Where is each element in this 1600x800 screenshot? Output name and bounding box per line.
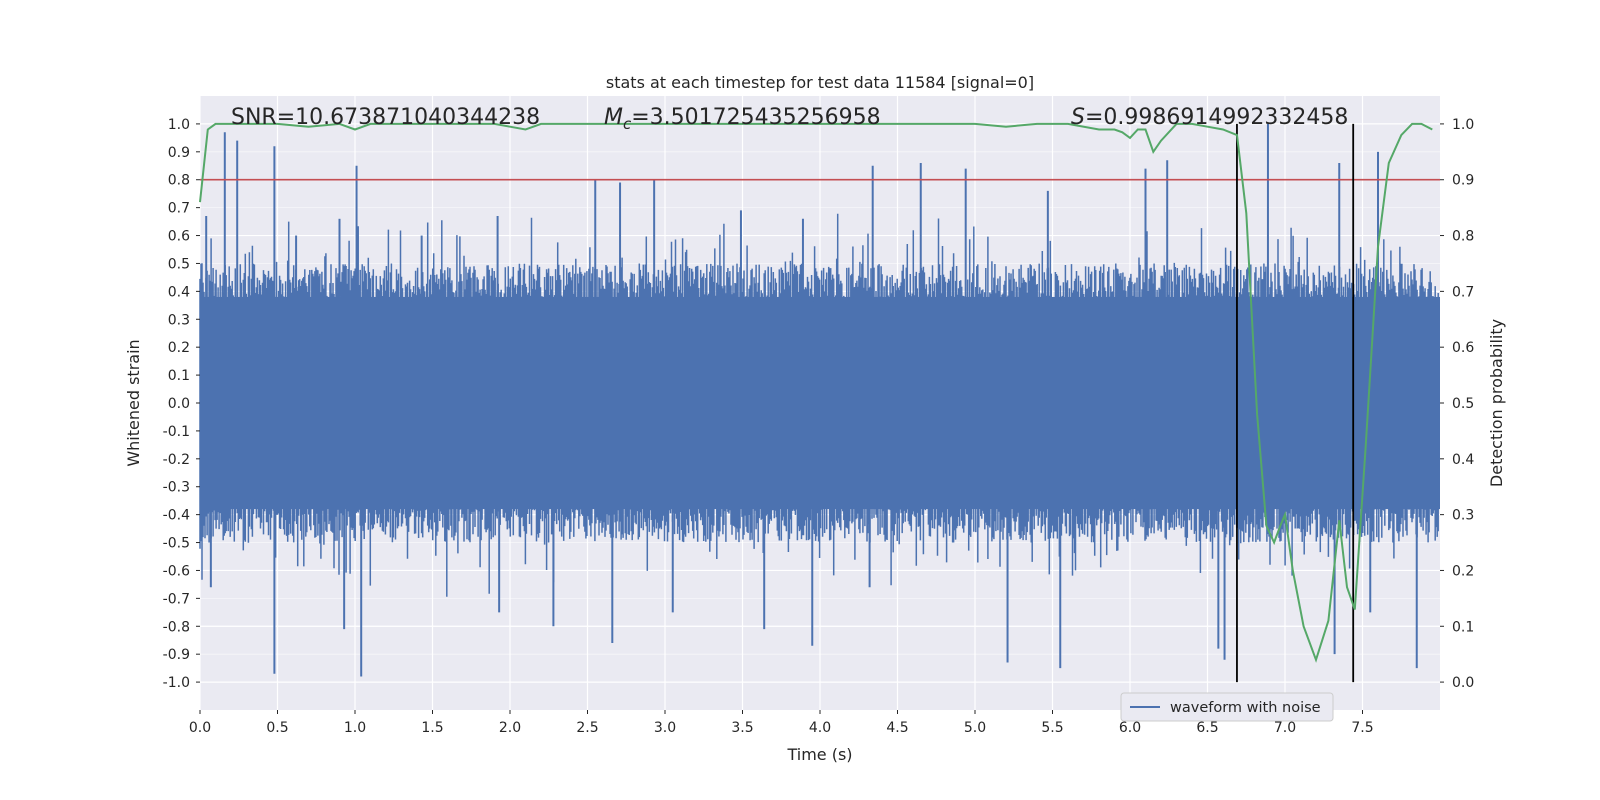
y2-tick-label: 0.7: [1452, 284, 1474, 300]
x-axis-title: Time (s): [786, 745, 852, 764]
score-annotation: S=0.9986914992332458: [1071, 105, 1348, 130]
y-tick-label: -0.8: [163, 619, 190, 635]
chirp-mass-symbol: M: [604, 105, 623, 130]
y2-tick-label: 0.6: [1452, 340, 1474, 356]
overlays: [200, 123, 1440, 683]
chirp-mass-subscript: c: [623, 115, 632, 133]
y-tick-label: -0.5: [163, 536, 190, 552]
x-tick-label: 3.5: [731, 720, 753, 736]
x-tick-label: 0.0: [189, 720, 211, 736]
waveform-noise: [199, 213, 1439, 597]
legend-label: waveform with noise: [1170, 700, 1321, 716]
y2-tick-label: 0.0: [1452, 675, 1474, 691]
x-tick-label: 2.0: [499, 720, 521, 736]
x-tick-label: 7.0: [1274, 720, 1296, 736]
y-tick-label: -0.9: [163, 647, 190, 663]
x-tick-label: 0.5: [266, 720, 288, 736]
y-tick-label: 0.1: [168, 368, 190, 384]
y2-tick-label: 0.3: [1452, 508, 1474, 524]
y2-tick-label: 0.2: [1452, 563, 1474, 579]
y-axis-title: Whitened strain: [124, 339, 143, 466]
y-tick-label: -0.7: [163, 591, 190, 607]
x-tick-label: 1.5: [421, 720, 443, 736]
y2-tick-label: 0.1: [1452, 619, 1474, 635]
x-tick-label: 5.5: [1041, 720, 1063, 736]
y-tick-label: 0.5: [168, 256, 190, 272]
chirp-mass-annotation: Mc=3.501725435256958: [604, 105, 881, 133]
chirp-mass-value: =3.501725435256958: [631, 105, 880, 130]
x-tick-label: 7.5: [1351, 720, 1373, 736]
x-tick-label: 5.0: [964, 720, 986, 736]
y-tick-label: 0.6: [168, 229, 190, 245]
y2-tick-label: 0.9: [1452, 173, 1474, 189]
y-tick-label: 0.8: [168, 173, 190, 189]
x-tick-label: 6.5: [1196, 720, 1218, 736]
axes: 0.0 0.5 1.0 1.5 2.0 2.5 3.0 3.5 4.0 4.5 5.0 5.5 6.0 6…: [163, 117, 1475, 736]
y-tick-label: -1.0: [163, 675, 190, 691]
x-tick-label: 1.0: [344, 720, 366, 736]
legend-box: [1120, 692, 1334, 722]
x-tick-label: 4.5: [886, 720, 908, 736]
y-tick-label: 0.9: [168, 145, 190, 161]
y-tick-label: 0.3: [168, 312, 190, 328]
x-tick-label: 2.5: [576, 720, 598, 736]
x-tick-label: 4.0: [809, 720, 831, 736]
y-tick-label: -0.3: [163, 480, 190, 496]
y2-tick-label: 0.8: [1452, 229, 1474, 245]
y2-tick-label: 1.0: [1452, 117, 1474, 133]
score-symbol: S: [1071, 105, 1085, 130]
x-tick-label: 6.0: [1119, 720, 1141, 736]
probability-series: [199, 122, 1433, 663]
probability-line: [199, 122, 1433, 663]
waveform-series: [199, 123, 1440, 677]
legend: waveform with noise: [1120, 692, 1334, 722]
y-tick-label: -0.2: [163, 452, 190, 468]
x-tick-label: 3.0: [654, 720, 676, 736]
y2-axis-title: Detection probability: [1487, 319, 1506, 487]
snr-annotation: SNR=10.673871040344238: [231, 105, 540, 130]
y-tick-label: -0.4: [163, 508, 190, 524]
y-tick-label: -0.1: [163, 424, 190, 440]
y-tick-label: 0.4: [168, 284, 190, 300]
y-tick-label: 0.2: [168, 340, 190, 356]
y2-tick-label: 0.4: [1452, 452, 1474, 468]
y-tick-label: -0.6: [163, 563, 190, 579]
y-tick-label: 0.7: [168, 201, 190, 217]
y2-tick-label: 0.5: [1452, 396, 1474, 412]
chart-title: stats at each timestep for test data 115…: [606, 73, 1034, 92]
score-value: =0.9986914992332458: [1085, 105, 1348, 130]
y-tick-label: 0.0: [168, 396, 190, 412]
y-tick-label: 1.0: [168, 117, 190, 133]
